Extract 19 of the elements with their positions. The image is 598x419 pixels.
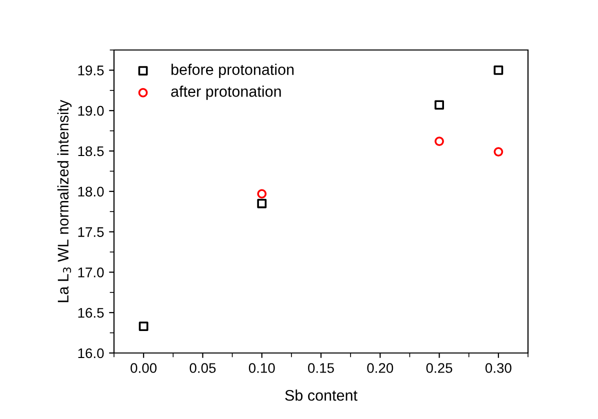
x-tick-label: 0.25 [426, 363, 452, 373]
x-tick-label: 0.05 [190, 363, 216, 373]
y-tick-label: 16.5 [78, 308, 104, 318]
legend-label: before protonation [172, 64, 294, 78]
x-tick-label: 0.10 [248, 363, 275, 373]
x-tick-label: 0.00 [130, 363, 157, 373]
x-tick-label: 0.20 [367, 363, 394, 373]
y-tick-label: 16.0 [78, 348, 104, 358]
y-tick-label: 17.5 [78, 227, 104, 237]
y-tick-label: 18.5 [78, 146, 104, 156]
legend-label: after protonation [171, 86, 281, 100]
y-tick-label: 17.0 [78, 268, 104, 278]
y-axis-title: La L$_{3}$ WL normalized intensity [57, 100, 72, 302]
y-tick-label: 19.0 [78, 106, 104, 116]
y-tick-label: 18.0 [78, 186, 104, 197]
x-tick-label: 0.30 [485, 363, 512, 373]
y-tick-label: 19.5 [78, 66, 104, 76]
x-tick-label: 0.15 [308, 363, 334, 373]
x-axis-title: Sb content [285, 390, 358, 401]
